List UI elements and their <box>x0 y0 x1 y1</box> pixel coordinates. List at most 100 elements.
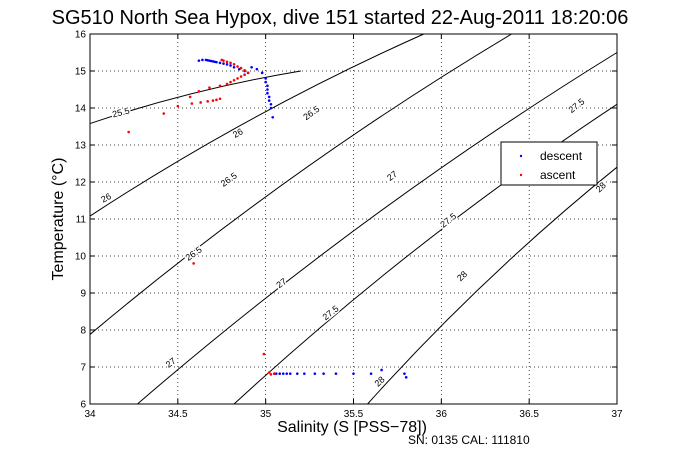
contour-label: 27.5 <box>567 96 587 115</box>
x-tick-label: 37 <box>611 409 623 420</box>
ascent-point <box>236 77 239 80</box>
ascent-point <box>218 84 222 88</box>
ascent-point <box>232 63 236 66</box>
ascent-point <box>262 352 266 356</box>
descent-point <box>281 372 285 375</box>
y-tick-label: 9 <box>80 289 86 300</box>
ascent-point <box>192 262 195 265</box>
descent-point <box>288 372 292 375</box>
legend-marker-descent <box>519 154 523 158</box>
y-tick-label: 8 <box>80 326 86 337</box>
ascent-point <box>232 78 236 82</box>
legend-box <box>500 141 598 186</box>
descent-point <box>271 115 274 119</box>
ascent-point <box>243 73 246 76</box>
x-tick-label: 36 <box>436 409 448 420</box>
serial-calibration-note: SN: 0135 CAL: 111810 <box>408 433 530 447</box>
ascent-point <box>269 373 273 376</box>
descent-point <box>264 80 267 84</box>
x-tick-label: 35 <box>260 409 272 420</box>
descent-point <box>255 67 259 71</box>
ascent-point <box>246 71 250 75</box>
density-contour-25-5 <box>89 70 301 125</box>
contour-label: 27 <box>274 276 288 290</box>
legend-marker-ascent <box>519 173 523 177</box>
descent-point <box>267 95 271 99</box>
descent-point <box>313 372 317 375</box>
ascent-point <box>225 60 229 64</box>
y-tick-label: 6 <box>80 400 86 411</box>
descent-point <box>334 372 338 375</box>
ascent-point <box>162 112 166 115</box>
density-contour-27 <box>137 52 618 405</box>
descent-point <box>232 66 236 69</box>
ascent-point <box>176 104 180 108</box>
descent-point <box>285 372 289 375</box>
ascent-point <box>206 100 209 103</box>
y-tick-label: 16 <box>75 30 87 41</box>
contour-label: 27 <box>385 169 399 183</box>
descent-point <box>278 372 282 375</box>
y-tick-label: 11 <box>76 215 87 226</box>
descent-point <box>201 58 204 62</box>
ascent-point <box>199 101 202 104</box>
y-axis-label: Temperature (°C) <box>50 158 67 281</box>
y-tick-label: 15 <box>75 67 87 78</box>
chart-title: SG510 North Sea Hypox, dive 151 started … <box>52 7 629 29</box>
descent-point <box>269 106 273 110</box>
descent-point <box>218 61 222 65</box>
ascent-point <box>188 95 192 99</box>
descent-point <box>250 66 253 69</box>
descent-point <box>267 99 271 102</box>
contour-label: 25.5 <box>111 106 130 120</box>
density-contour-26-5 <box>89 33 512 335</box>
descent-point <box>229 64 232 67</box>
ascent-point <box>236 65 239 68</box>
descent-point <box>380 368 383 372</box>
ascent-point <box>239 75 243 78</box>
descent-point <box>215 60 218 64</box>
ascent-point <box>190 102 194 105</box>
ascent-point <box>267 371 271 374</box>
descent-point <box>266 91 269 95</box>
density-contour-28 <box>367 166 618 405</box>
descent-point <box>352 372 355 375</box>
descent-point <box>269 103 273 106</box>
contour-label: 28 <box>455 269 469 283</box>
contour-label: 27 <box>164 356 178 370</box>
contour-label: 26.5 <box>219 170 239 188</box>
ascent-point <box>222 59 225 62</box>
y-tick-label: 12 <box>75 178 87 189</box>
descent-point <box>266 88 269 91</box>
ascent-point <box>225 82 229 86</box>
ascent-point <box>229 61 232 65</box>
x-tick-label: 35.5 <box>344 409 364 420</box>
descent-point <box>266 84 269 88</box>
ascent-point <box>243 68 246 72</box>
contour-label: 26.5 <box>301 104 321 122</box>
descent-point <box>222 62 225 65</box>
contour-label: 27.5 <box>438 211 458 230</box>
descent-point <box>404 376 408 379</box>
ascent-point <box>215 98 218 102</box>
x-tick-label: 36.5 <box>519 409 539 420</box>
y-tick-label: 10 <box>75 252 87 263</box>
axis-ticks: 34 34.5 35 35.5 36 36.5 37 6 7 8 9 10 11 12 13 14 15 16 <box>75 30 623 421</box>
density-contour-26 <box>89 33 424 217</box>
ascent-point <box>127 130 130 134</box>
descent-point <box>369 372 373 375</box>
ascent-point <box>239 66 243 70</box>
y-tick-label: 13 <box>75 141 87 152</box>
descent-point <box>295 372 299 375</box>
contour-label: 28 <box>372 374 386 388</box>
descent-point <box>225 63 229 66</box>
y-tick-label: 7 <box>80 363 86 374</box>
legend: descent ascent <box>500 141 598 186</box>
ascent-point <box>229 80 232 84</box>
ascent-point <box>273 372 276 375</box>
contour-label: 26.5 <box>184 244 204 262</box>
contour-label: 26 <box>231 126 245 140</box>
x-axis-label: Salinity (S [PSS−78]) <box>277 419 427 436</box>
descent-point <box>403 372 406 375</box>
